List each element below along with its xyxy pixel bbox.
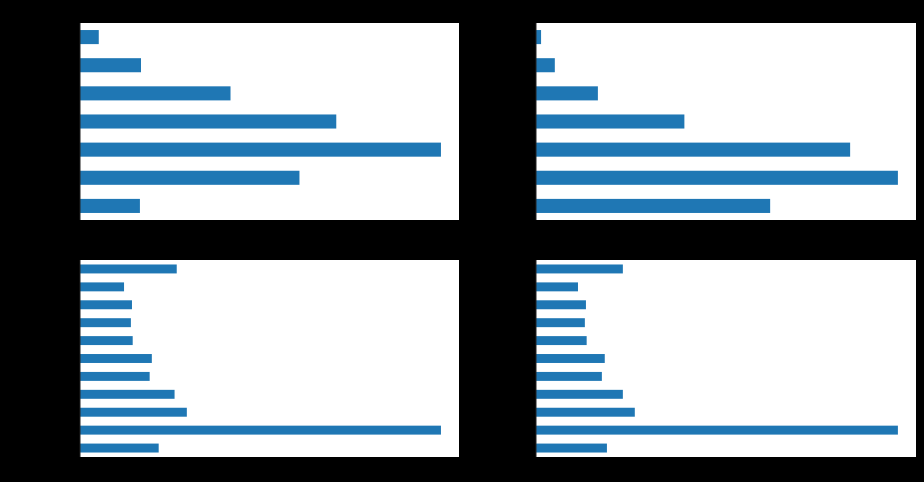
bar xyxy=(536,318,585,328)
bar xyxy=(536,170,898,185)
bar xyxy=(80,443,159,453)
bar xyxy=(80,170,300,185)
bar xyxy=(536,443,607,453)
subplot-3 xyxy=(79,260,459,457)
bar xyxy=(80,86,231,101)
bar xyxy=(80,264,177,274)
bar xyxy=(80,389,175,399)
bar xyxy=(536,407,635,417)
bar xyxy=(80,58,142,73)
subplot-2 xyxy=(535,23,916,220)
bar xyxy=(536,336,587,346)
bar xyxy=(536,30,542,45)
bar xyxy=(536,142,851,157)
bar xyxy=(80,30,99,45)
bar xyxy=(80,282,125,292)
bar xyxy=(536,198,771,213)
bar xyxy=(536,58,555,73)
bar xyxy=(80,371,150,381)
bar xyxy=(536,389,623,399)
bar xyxy=(536,425,898,435)
bar xyxy=(536,264,623,274)
bar xyxy=(536,114,685,129)
bar xyxy=(80,114,337,129)
bar xyxy=(80,425,441,435)
bar xyxy=(80,142,441,157)
bar xyxy=(536,354,605,363)
bar xyxy=(80,198,140,213)
bar xyxy=(536,371,602,381)
bar xyxy=(80,407,187,417)
subplot-1 xyxy=(79,23,459,220)
bar xyxy=(80,336,133,346)
bar xyxy=(536,282,578,292)
subplot-4 xyxy=(535,260,916,457)
bar xyxy=(536,300,586,310)
bar xyxy=(80,318,131,328)
bar xyxy=(80,300,132,310)
bar xyxy=(536,86,598,101)
bar xyxy=(80,354,152,363)
